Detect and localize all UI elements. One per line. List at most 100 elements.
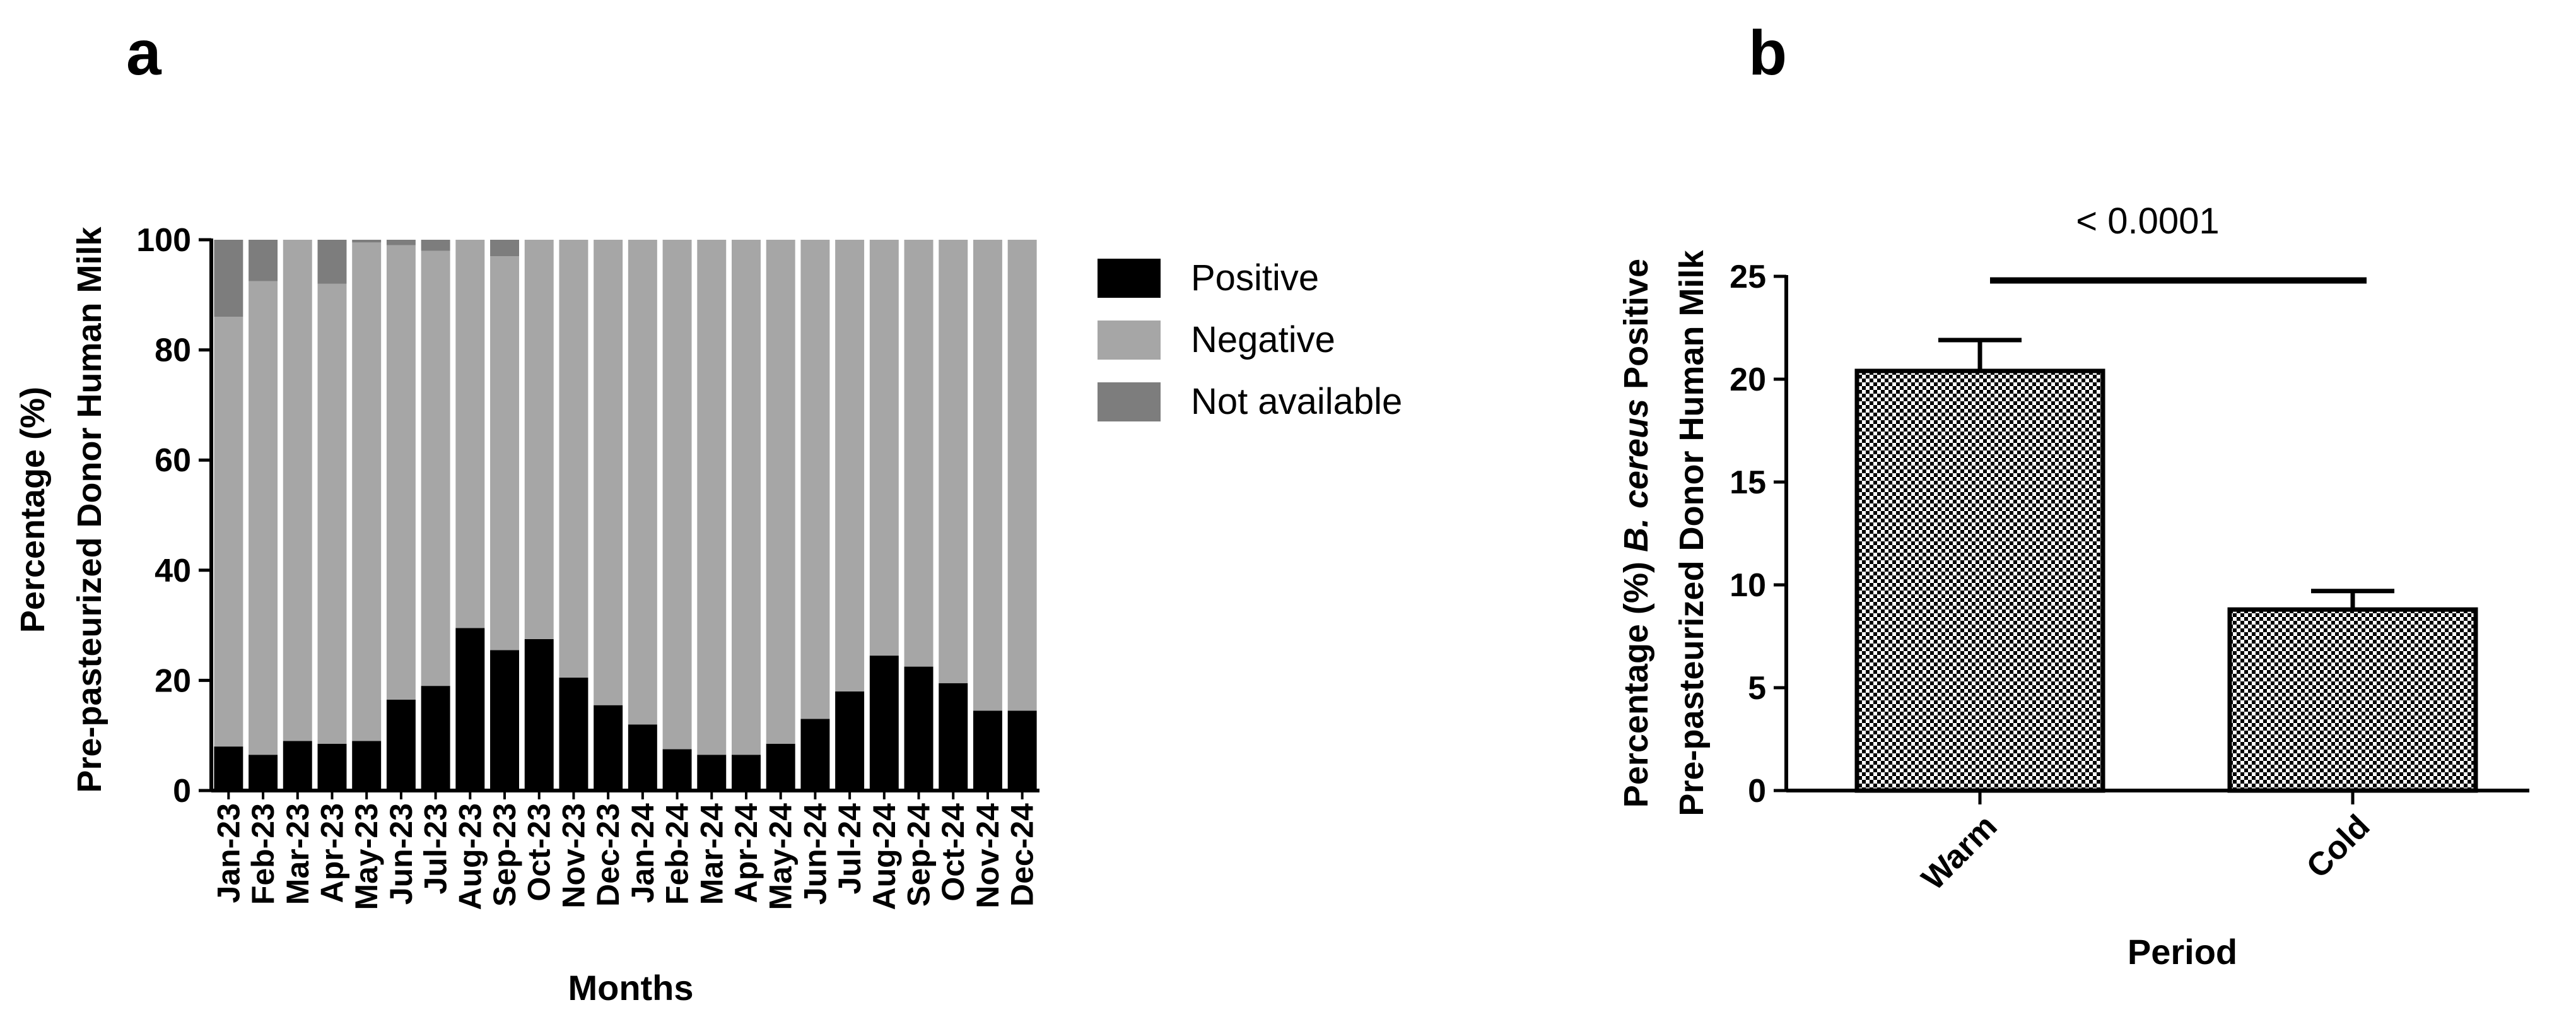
- bar-positive-jul-24: [835, 691, 865, 791]
- bar-positive-jan-23: [214, 746, 243, 791]
- bar-positive-mar-24: [697, 755, 727, 791]
- y-tick-label: 60: [155, 442, 191, 479]
- x-tick-label: Mar-23: [280, 803, 315, 905]
- panel-b-y-tick-labels: 0 5 10 15 20 25: [1730, 259, 1766, 809]
- panel-b-label: b: [1748, 18, 1787, 88]
- bar-not-available-may-23: [352, 240, 382, 243]
- y-tick-label: 80: [155, 332, 191, 369]
- bar-negative-sep-24: [904, 240, 934, 667]
- panel-a-y-axis-title-line1: Percentage (%): [14, 387, 52, 633]
- y-title-prefix: Percentage (%): [1617, 552, 1655, 808]
- bar-positive-nov-23: [559, 678, 588, 791]
- bar-positive-may-23: [352, 741, 382, 791]
- bar-negative-oct-23: [524, 240, 554, 639]
- x-tick-label: Sep-23: [487, 803, 522, 907]
- bar-negative-may-24: [766, 240, 795, 744]
- bar-positive-jul-23: [421, 686, 450, 791]
- legend-label: Positive: [1191, 257, 1319, 298]
- x-tick-label: Apr-23: [314, 803, 349, 903]
- bar-negative-nov-24: [973, 240, 1002, 711]
- bar-negative-dec-24: [1007, 240, 1037, 711]
- panel-b-axes: [1774, 274, 2529, 804]
- bar-negative-mar-23: [283, 240, 312, 741]
- legend-swatch-positive: [1098, 259, 1161, 298]
- bar-negative-jul-24: [835, 240, 865, 691]
- bar-negative-jun-23: [386, 245, 416, 700]
- bar-negative-jan-24: [628, 240, 657, 725]
- y-tick-label: 10: [1730, 567, 1766, 604]
- panel-b-x-axis-title: Period: [2128, 932, 2237, 972]
- x-tick-label: Mar-24: [694, 803, 729, 905]
- x-tick-label: Jun-23: [383, 803, 419, 905]
- x-tick-label: May-23: [349, 803, 384, 910]
- y-title-suffix: Positive: [1617, 259, 1655, 399]
- bar-positive-oct-24: [939, 683, 968, 791]
- panel-b: b 0 5 10 15 20 25 Warm Cold < 0.0001 Period Pe…: [1617, 18, 2529, 972]
- bar-negative-aug-24: [869, 240, 899, 656]
- y-tick-label: 20: [155, 662, 191, 699]
- panel-a-y-axis-title-line2: Pre-pasteurized Donor Human Milk: [71, 226, 108, 792]
- x-tick-label: Aug-24: [867, 803, 902, 910]
- significance-annotation: < 0.0001: [2076, 201, 2219, 242]
- y-tick-label: 40: [155, 553, 191, 589]
- panel-a-x-axis-title: Months: [568, 968, 693, 1008]
- bar-negative-jun-24: [800, 240, 830, 719]
- x-tick-label: Aug-23: [452, 803, 488, 910]
- y-tick-label: 5: [1748, 670, 1766, 707]
- bar-negative-feb-23: [249, 281, 278, 755]
- bar-positive-may-24: [766, 743, 795, 791]
- bar-positive-sep-23: [490, 650, 519, 791]
- bar-negative-sep-23: [490, 256, 519, 650]
- bar-positive-nov-24: [973, 710, 1002, 791]
- x-tick-label: Feb-24: [660, 803, 695, 905]
- bar-positive-feb-24: [662, 749, 692, 791]
- x-tick-label: Oct-23: [522, 803, 557, 902]
- bar-positive-feb-23: [249, 755, 278, 791]
- bar-not-available-apr-23: [317, 240, 347, 284]
- y-tick-label: 15: [1730, 464, 1766, 501]
- legend-swatch-negative: [1098, 321, 1161, 360]
- panel-b-y-axis-title-line1: Percentage (%) B. cereus Positive: [1617, 259, 1655, 808]
- bar-positive-jun-23: [386, 699, 416, 791]
- bar-negative-feb-24: [662, 240, 692, 750]
- bar-negative-dec-23: [594, 240, 623, 705]
- x-tick-label: Dec-23: [590, 803, 626, 907]
- panel-b-x-tick-labels: Warm Cold: [1915, 808, 2377, 897]
- x-tick-label: Jan-23: [211, 803, 246, 903]
- bar-negative-may-23: [352, 242, 382, 741]
- bar-positive-sep-24: [904, 666, 934, 791]
- bar-positive-mar-23: [283, 741, 312, 791]
- panel-b-bars: [1854, 338, 2478, 793]
- panel-a-y-tick-labels: 0 20 40 60 80 100: [136, 222, 191, 809]
- bar-positive-aug-24: [869, 656, 899, 791]
- bar-not-available-jul-23: [421, 240, 450, 251]
- x-tick-label: May-24: [763, 803, 799, 910]
- y-tick-label: 0: [173, 773, 191, 809]
- bar-positive-aug-23: [455, 628, 485, 791]
- panel-b-y-axis-title-line2: Pre-pasteurized Donor Human Milk: [1673, 249, 1711, 816]
- y-title-organism: B. cereus: [1617, 399, 1655, 552]
- bar-positive-apr-23: [317, 743, 347, 791]
- bar-not-available-feb-23: [249, 240, 278, 281]
- bar-warm: [1854, 368, 2105, 793]
- panel-a-axes: [199, 238, 1039, 799]
- x-tick-label: Feb-23: [245, 803, 281, 905]
- panel-a-bars: [214, 240, 1037, 791]
- bar-negative-jan-23: [214, 317, 243, 747]
- x-tick-label: Nov-24: [970, 803, 1005, 909]
- x-tick-label: Nov-23: [556, 803, 591, 909]
- bar-cold: [2227, 607, 2478, 793]
- y-tick-label: 20: [1730, 362, 1766, 398]
- x-tick-label: Sep-24: [901, 803, 937, 907]
- bar-positive-dec-23: [594, 705, 623, 791]
- bar-not-available-jan-23: [214, 240, 243, 317]
- bar-negative-jul-23: [421, 250, 450, 686]
- bar-negative-oct-24: [939, 240, 968, 683]
- bar-positive-oct-23: [524, 638, 554, 791]
- legend-label: Not available: [1191, 381, 1402, 422]
- x-tick-label: Jul-24: [832, 803, 867, 895]
- panel-a-legend: Positive Negative Not available: [1098, 257, 1402, 422]
